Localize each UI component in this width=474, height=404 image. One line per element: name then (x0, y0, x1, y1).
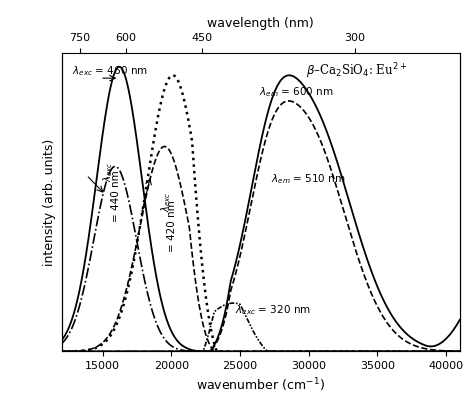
Text: = 420 nm: = 420 nm (167, 200, 177, 252)
X-axis label: wavenumber (cm$^{-1}$): wavenumber (cm$^{-1}$) (196, 377, 325, 394)
Text: $\lambda_{em}$ = 510 nm: $\lambda_{em}$ = 510 nm (271, 172, 346, 186)
X-axis label: wavelength (nm): wavelength (nm) (207, 17, 314, 30)
Text: $\lambda_{em}$ = 600 nm: $\lambda_{em}$ = 600 nm (259, 85, 333, 99)
Text: $\beta$–Ca$_2$SiO$_4$: Eu$^{2+}$: $\beta$–Ca$_2$SiO$_4$: Eu$^{2+}$ (307, 61, 408, 81)
Text: $\lambda_{exc}$: $\lambda_{exc}$ (101, 162, 115, 182)
Y-axis label: intensity (arb. units): intensity (arb. units) (43, 139, 56, 265)
Text: $\lambda_{exc}$ = 320 nm: $\lambda_{exc}$ = 320 nm (235, 303, 310, 317)
Text: = 440 nm: = 440 nm (111, 170, 121, 222)
Text: $\lambda_{exc}$ = 460 nm: $\lambda_{exc}$ = 460 nm (72, 65, 147, 78)
Text: $\lambda_{exc}$: $\lambda_{exc}$ (159, 192, 173, 212)
